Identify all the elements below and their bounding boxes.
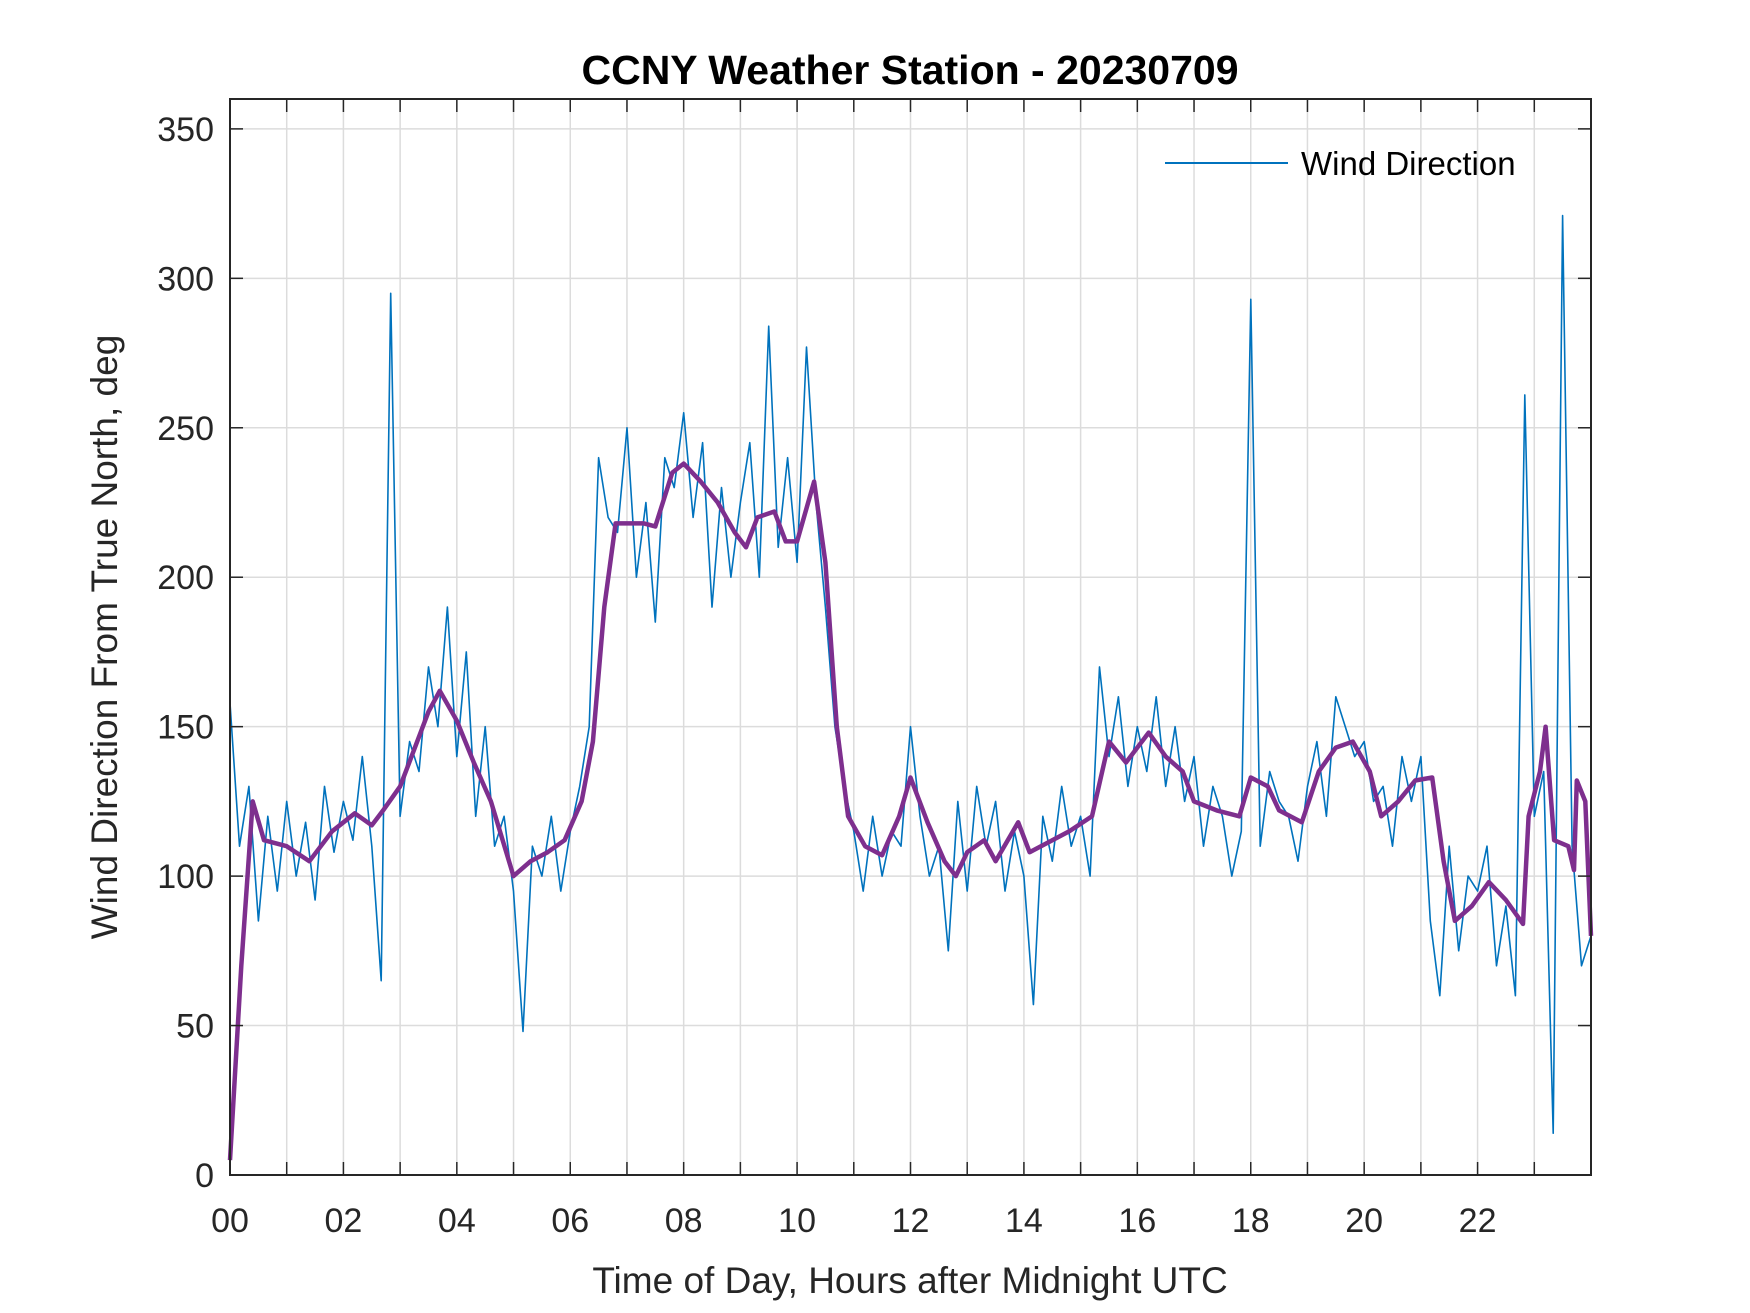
- x-tick-label: 12: [892, 1202, 930, 1240]
- x-tick-label: 04: [438, 1202, 476, 1240]
- series-layer: [227, 214, 1594, 1161]
- y-tick-label: 150: [157, 709, 214, 747]
- x-tick-label: 20: [1345, 1202, 1383, 1240]
- x-tick-label: 06: [551, 1202, 589, 1240]
- grid: [230, 99, 1591, 1175]
- legend-label-wind-direction: Wind Direction: [1301, 145, 1516, 182]
- y-tick-label: 50: [176, 1008, 214, 1046]
- legend: Wind Direction: [1165, 145, 1516, 182]
- x-tick-label: 08: [665, 1202, 703, 1240]
- x-tick-label: 18: [1232, 1202, 1270, 1240]
- y-tick-label: 300: [157, 260, 214, 298]
- chart-title: CCNY Weather Station - 20230709: [581, 47, 1238, 93]
- x-tick-label: 22: [1459, 1202, 1497, 1240]
- y-tick-label: 200: [157, 559, 214, 597]
- x-tick-label: 02: [325, 1202, 363, 1240]
- y-tick-label: 0: [195, 1157, 214, 1195]
- x-tick-label: 10: [778, 1202, 816, 1240]
- x-tick-label: 14: [1005, 1202, 1043, 1240]
- y-tick-label: 250: [157, 410, 214, 448]
- wind-direction-smoothed-line: [227, 461, 1594, 1161]
- y-axis-label: Wind Direction From True North, deg: [84, 335, 125, 940]
- x-tick-label: 00: [211, 1202, 249, 1240]
- wind-direction-raw-line: [229, 214, 1592, 1134]
- ticks: 0 50 100 150 200 250 300 350 00 02 04 06 08 10 12 14 16 1…: [157, 99, 1591, 1240]
- x-axis-label: Time of Day, Hours after Midnight UTC: [592, 1260, 1227, 1301]
- y-tick-label: 350: [157, 111, 214, 149]
- x-tick-label: 16: [1118, 1202, 1156, 1240]
- y-tick-label: 100: [157, 858, 214, 896]
